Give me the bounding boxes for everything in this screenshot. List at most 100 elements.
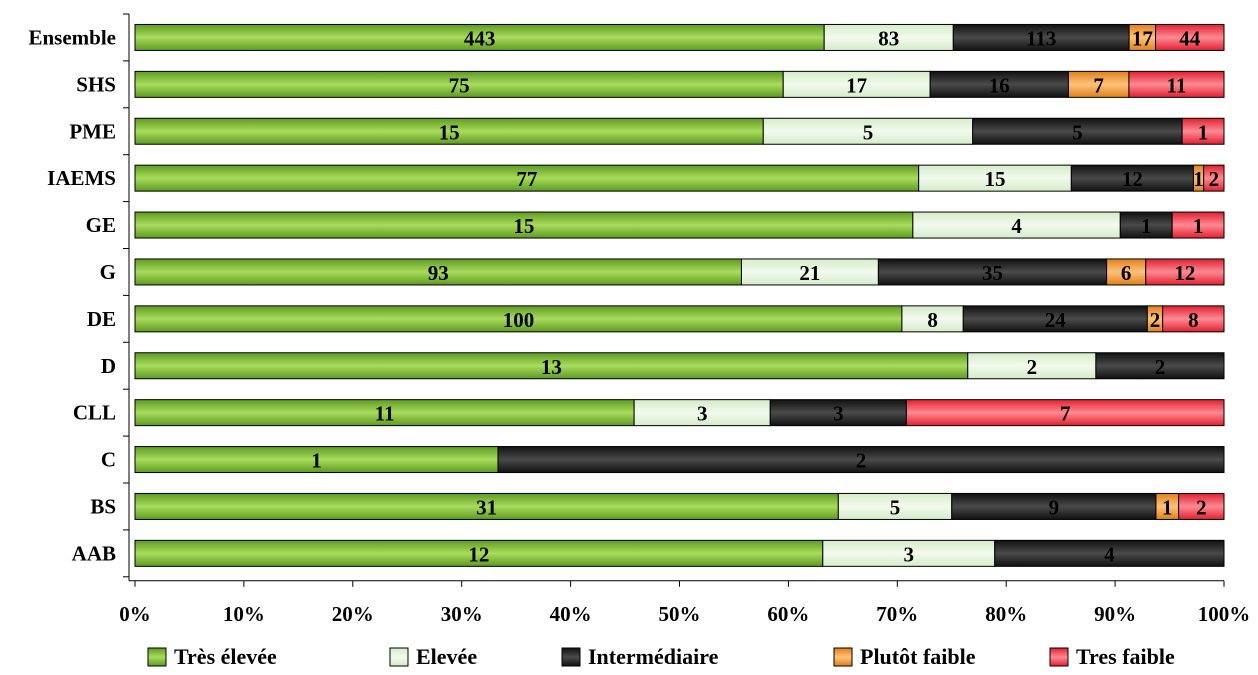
category-label-iaems: IAEMS — [47, 166, 116, 190]
data-label-g-plutot-faible: 6 — [1121, 261, 1132, 285]
data-label-aab-tres-elevee: 12 — [468, 542, 489, 566]
category-label-shs: SHS — [76, 72, 116, 96]
data-label-de-tres-elevee: 100 — [503, 308, 535, 332]
legend-swatch-tres-faible — [1049, 647, 1069, 667]
legend-label-plutot-faible: Plutôt faible — [860, 644, 976, 669]
data-label-ge-elevee: 4 — [1011, 214, 1022, 238]
data-label-de-elevee: 8 — [927, 308, 938, 332]
data-label-ge-tres-elevee: 15 — [513, 214, 534, 238]
bar-cll-tres-faible — [905, 399, 1225, 427]
data-label-ge-intermediaire: 1 — [1141, 214, 1152, 238]
bar-de-intermediaire — [962, 305, 1148, 333]
category-label-ensemble: Ensemble — [28, 25, 116, 49]
bar-pme-intermediaire — [972, 117, 1183, 145]
data-label-pme-tres-faible: 1 — [1198, 120, 1209, 144]
data-label-ensemble-intermediaire: 113 — [1026, 26, 1056, 50]
data-label-shs-intermediaire: 16 — [989, 73, 1010, 97]
legend-swatch-elevee — [389, 647, 409, 667]
legend-swatch-plutot-faible — [833, 647, 853, 667]
bar-bs-elevee — [837, 492, 953, 520]
x-tick-label-3: 30% — [441, 602, 483, 626]
data-label-iaems-elevee: 15 — [985, 167, 1006, 191]
data-label-shs-tres-elevee: 75 — [449, 73, 470, 97]
data-label-pme-elevee: 5 — [863, 120, 874, 144]
data-label-g-tres-elevee: 93 — [428, 261, 449, 285]
data-label-shs-tres-faible: 11 — [1167, 73, 1187, 97]
data-label-ensemble-tres-elevee: 443 — [464, 26, 496, 50]
data-label-shs-elevee: 17 — [846, 73, 867, 97]
bar-g-tres-faible — [1145, 258, 1225, 286]
category-label-d: D — [101, 354, 116, 378]
data-label-iaems-intermediaire: 12 — [1122, 167, 1143, 191]
bar-c-tres-elevee — [134, 446, 499, 474]
bar-de-tres-elevee — [134, 305, 903, 333]
x-tick-label-1: 10% — [223, 602, 265, 626]
bar-c-intermediaire — [497, 446, 1225, 474]
data-label-de-tres-faible: 8 — [1188, 308, 1199, 332]
x-tick-label-7: 70% — [876, 602, 918, 626]
bar-cll-intermediaire — [769, 399, 907, 427]
bar-bs-tres-faible — [1178, 492, 1225, 520]
data-label-bs-tres-elevee: 31 — [476, 495, 497, 519]
category-label-ge: GE — [86, 213, 116, 237]
legend-label-tres-elevee: Très élevée — [174, 644, 277, 669]
x-tick-label-4: 40% — [550, 602, 592, 626]
data-label-iaems-plutot-faible: 1 — [1193, 167, 1204, 191]
legend-label-intermediaire: Intermédiaire — [588, 644, 719, 669]
data-label-d-intermediaire: 2 — [1155, 355, 1166, 379]
data-label-iaems-tres-elevee: 77 — [516, 167, 537, 191]
x-tick-label-0: 0% — [119, 602, 151, 626]
category-label-de: DE — [87, 307, 116, 331]
data-label-aab-intermediaire: 4 — [1104, 542, 1115, 566]
bar-d-tres-elevee — [134, 352, 969, 380]
bar-d-elevee — [967, 352, 1097, 380]
bar-shs-elevee — [782, 70, 931, 98]
bar-iaems-intermediaire — [1070, 164, 1194, 192]
category-label-g: G — [100, 260, 116, 284]
data-label-ensemble-plutot-faible: 17 — [1132, 26, 1153, 50]
axes — [123, 13, 1224, 582]
data-label-d-elevee: 2 — [1027, 355, 1038, 379]
bar-ensemble-intermediaire — [952, 23, 1130, 51]
data-label-d-tres-elevee: 13 — [541, 355, 562, 379]
bar-ensemble-tres-elevee — [134, 23, 825, 51]
bar-ge-tres-elevee — [134, 211, 914, 239]
data-label-cll-tres-faible: 7 — [1060, 402, 1071, 426]
data-label-c-intermediaire: 2 — [856, 449, 867, 473]
data-label-de-intermediaire: 24 — [1045, 308, 1067, 332]
data-label-pme-intermediaire: 5 — [1072, 120, 1083, 144]
data-label-g-tres-faible: 12 — [1174, 261, 1195, 285]
legend-label-elevee: Elevée — [416, 644, 477, 669]
category-label-aab: AAB — [72, 541, 116, 565]
data-label-bs-intermediaire: 9 — [1049, 495, 1060, 519]
category-label-cll: CLL — [73, 401, 116, 425]
legend-label-tres-faible: Tres faible — [1076, 644, 1175, 669]
data-label-ensemble-tres-faible: 44 — [1179, 26, 1201, 50]
bar-bs-intermediaire — [951, 492, 1157, 520]
data-label-cll-tres-elevee: 11 — [375, 402, 395, 426]
category-label-bs: BS — [90, 494, 116, 518]
x-tick-label-10: 100% — [1198, 602, 1251, 626]
category-label-pme: PME — [69, 119, 116, 143]
bar-shs-plutot-faible — [1067, 70, 1130, 98]
data-label-ge-tres-faible: 1 — [1193, 214, 1204, 238]
bar-ge-elevee — [912, 211, 1121, 239]
data-label-aab-elevee: 3 — [904, 542, 915, 566]
bar-ensemble-tres-faible — [1155, 23, 1225, 51]
x-tick-label-6: 60% — [767, 602, 809, 626]
bar-iaems-elevee — [918, 164, 1072, 192]
category-labels: Ensemble SHS PME IAEMS GE G DE D CLL C BS AAB — [28, 25, 116, 565]
data-label-ensemble-elevee: 83 — [878, 26, 899, 50]
data-label-g-elevee: 21 — [799, 261, 820, 285]
bar-pme-elevee — [762, 117, 974, 145]
bar-aab-tres-elevee — [134, 539, 824, 567]
data-label-bs-tres-faible: 2 — [1196, 495, 1207, 519]
data-label-de-plutot-faible: 2 — [1150, 308, 1161, 332]
data-label-bs-elevee: 5 — [890, 495, 901, 519]
bar-iaems-tres-faible — [1203, 164, 1225, 192]
data-label-bs-plutot-faible: 1 — [1162, 495, 1173, 519]
x-axis-ticks: 0% 10% 20% 30% 40% 50% 60% 70% 80% 90% 100% — [119, 580, 1251, 626]
bar-aab-intermediaire — [994, 539, 1225, 567]
